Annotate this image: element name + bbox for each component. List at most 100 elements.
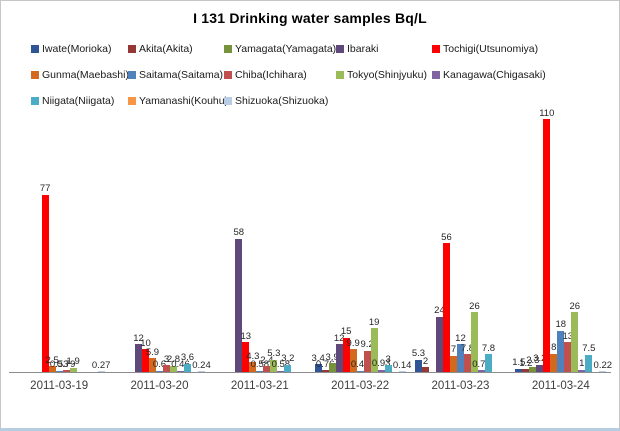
bar-slot: 3.2 (281, 119, 295, 372)
legend-item: Iwate(Morioka) (31, 43, 128, 55)
value-label: 3.2 (281, 353, 295, 365)
bar-slot: 2 (421, 119, 429, 372)
bar-slot: 8 (550, 119, 558, 372)
legend-swatch-icon (432, 45, 440, 53)
bar: 24 (434, 306, 445, 372)
bar-slot (35, 119, 42, 372)
value-label: 0.27 (91, 359, 111, 371)
x-axis-label: 2011-03-22 (331, 380, 390, 392)
legend: Iwate(Morioka) Akita(Akita) Yamagata(Yamag… (31, 36, 619, 114)
bar: 12 (334, 334, 344, 372)
bar: 12 (133, 334, 144, 372)
value-label: 12 (133, 332, 144, 344)
x-axis: 2011-03-19 2011-03-20 2011-03-21 2011-03-22… (9, 380, 611, 392)
bar: 7.5 (582, 344, 595, 372)
bar: 110 (539, 108, 554, 372)
legend-item: Shizuoka(Shizuoka) (224, 95, 336, 107)
bar: 0.53 (50, 360, 68, 372)
value-label: 3.4 (311, 352, 325, 364)
value-label: 0.75 (472, 358, 491, 370)
bar: 18 (556, 320, 566, 372)
bar-slot: 0.14 (393, 119, 411, 372)
bar-slot (492, 119, 499, 372)
value-label: 0.58 (250, 359, 270, 371)
bar: 0.76 (316, 360, 334, 372)
value-label: 58 (233, 227, 245, 239)
legend-label: Yamanashi(Kouhu) (139, 95, 229, 107)
bar-slot: 0.93 (372, 119, 390, 372)
bar: 5.3 (412, 349, 425, 372)
bar-slot: 12 (133, 119, 144, 372)
chart-title: I 131 Drinking water samples Bq/L (193, 10, 427, 26)
value-label: 3.9 (325, 351, 339, 363)
value-label: 3.2 (533, 353, 547, 365)
value-label: 2.4 (260, 354, 274, 366)
bar-slot (214, 119, 221, 372)
bar-slot: 4.3 (246, 119, 259, 372)
value-label: 19 (368, 316, 380, 328)
value-label: 9.9 (346, 337, 360, 349)
bar: 8 (550, 343, 558, 372)
bar-slot: 1.2 (519, 119, 532, 372)
bar: 9.9 (347, 339, 360, 372)
value-label: 0.53 (49, 359, 69, 371)
value-label: 15 (340, 326, 352, 337)
value-label: 110 (539, 107, 555, 119)
bar: 2.5 (46, 356, 59, 372)
bar: 26 (469, 302, 480, 372)
bar: 10 (140, 338, 151, 372)
bar: 0.58 (272, 360, 290, 372)
legend-item: Yamanashi(Kouhu) (128, 95, 228, 107)
category-group: 5.3 2 24 56 7 12 7.8 26 0.75 7.8 (410, 119, 510, 372)
x-axis-label: 2011-03-24 (531, 380, 590, 392)
value-label: 13 (562, 330, 574, 342)
bar-slot: 0.46 (171, 119, 190, 372)
legend-swatch-icon (31, 97, 39, 105)
bar-slot: 0.58 (251, 119, 269, 372)
plot-area: 77 2.5 0.53 0.79 1.9 0.27 12 10 5.9 0.6 3 2.8 0.46 3.… (9, 108, 612, 373)
bar: 2.3 (526, 356, 539, 372)
category-group: 12 10 5.9 0.6 3 2.8 0.46 3.6 0.24 (109, 119, 211, 372)
bar-slot (291, 119, 298, 372)
bar: 15 (341, 327, 351, 372)
bar: 0.79 (57, 360, 75, 372)
value-label: 7 (450, 344, 457, 356)
legend-swatch-icon (336, 45, 344, 53)
bar-slot: 56 (441, 119, 452, 372)
bar-slot: 10 (140, 119, 151, 372)
legend-item: Chiba(Ichihara) (224, 69, 336, 81)
legend-label: Kanagawa(Chigasaki) (443, 69, 546, 81)
value-label: 2.3 (526, 355, 540, 367)
value-label: 12 (455, 332, 466, 344)
value-label: 5.9 (145, 346, 160, 358)
bar-slot: 5.3 (267, 119, 280, 372)
value-label: 12 (333, 332, 345, 344)
bar: 0.6 (153, 360, 166, 372)
value-label: 10 (140, 337, 151, 349)
legend-swatch-icon (128, 97, 136, 105)
legend-label: Akita(Akita) (139, 43, 193, 55)
bar-slot: 5.9 (145, 119, 160, 372)
value-label: 26 (469, 300, 480, 312)
bar-slot: 0.6 (153, 119, 166, 372)
bar: 0.14 (393, 360, 411, 372)
x-axis-label: 2011-03-23 (431, 380, 490, 392)
value-label: 5.3 (411, 348, 426, 360)
bar-slot: 24 (434, 119, 445, 372)
value-label: 0.6 (152, 359, 167, 371)
legend-label: Yamagata(Yamagata) (235, 43, 337, 55)
value-label: 0.22 (593, 359, 613, 371)
bar-slot: 0.24 (192, 119, 211, 372)
bar-slot: 18 (556, 119, 566, 372)
bar-slot: 1.5 (512, 119, 525, 372)
bar: 0.22 (594, 360, 612, 372)
legend-item: Gunma(Maebashi) (31, 69, 129, 81)
bar: 3.9 (326, 353, 339, 372)
bar-slot: 7.8 (461, 119, 474, 372)
bar-slot: 0.27 (92, 119, 110, 372)
legend-item: Tokyo(Shinjyuku) (336, 69, 432, 81)
bar-slot: 0.53 (50, 119, 68, 372)
legend-label: Tokyo(Shinjyuku) (347, 69, 427, 81)
value-label: 3.6 (180, 352, 195, 364)
bar-slot: 0.58 (272, 119, 290, 372)
